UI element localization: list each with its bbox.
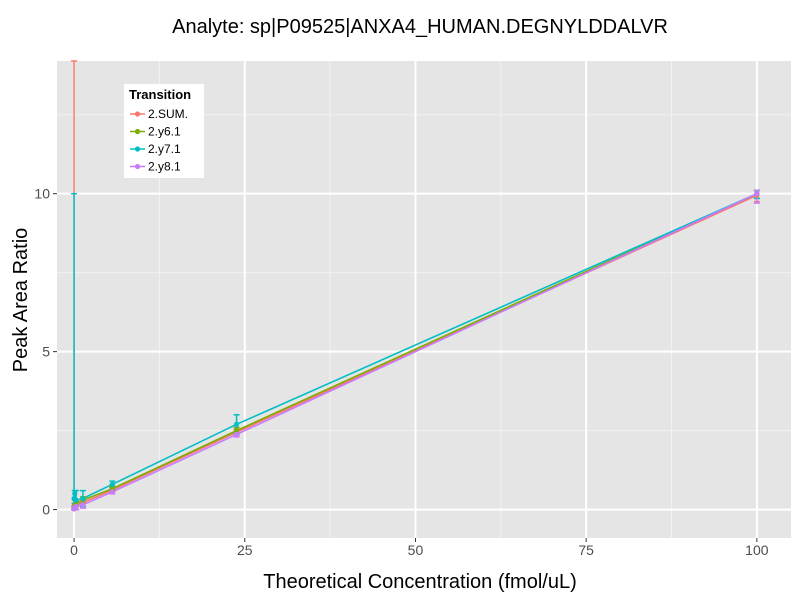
legend-key-point-2-y7-1 <box>134 146 141 152</box>
legend-label-2-y6-1: 2.y6.1 <box>148 125 181 139</box>
legend-label-2-y8-1: 2.y8.1 <box>148 160 181 174</box>
data-point-2-y6-1 <box>233 427 240 434</box>
data-point-2-y8-1 <box>73 503 79 510</box>
data-point-2-y8-1 <box>754 191 760 197</box>
data-point-2-y8-1 <box>80 502 86 508</box>
x-tick-label: 50 <box>408 542 424 558</box>
legend-label-2-y7-1: 2.y7.1 <box>148 142 181 156</box>
y-tick-label: 5 <box>42 344 50 360</box>
legend-key-point-2-y8-1 <box>134 163 141 170</box>
legend: Transition 2.SUM. 2.y6.1 2.y7.1 2.y8.1 <box>124 84 204 178</box>
data-point-2-y7-1 <box>80 495 86 502</box>
x-tick-label: 100 <box>745 542 769 558</box>
y-axis-ticks: 0 5 10 <box>34 186 57 518</box>
legend-title: Transition <box>129 87 191 102</box>
data-point-2-y7-1 <box>109 481 115 487</box>
data-point-2-y7-1 <box>233 421 240 427</box>
legend-items: 2.SUM. 2.y6.1 2.y7.1 2.y8.1 <box>130 107 188 174</box>
x-axis-title: Theoretical Concentration (fmol/uL) <box>263 571 576 593</box>
data-point-2-y7-1 <box>73 497 79 503</box>
x-tick-label: 0 <box>70 542 78 558</box>
x-tick-label: 75 <box>578 542 594 558</box>
data-point-2-y8-1 <box>233 431 240 437</box>
legend-key-point-2-sum <box>134 111 141 117</box>
chart-title: Analyte: sp|P09525|ANXA4_HUMAN.DEGNYLDDA… <box>172 16 668 38</box>
x-tick-label: 25 <box>237 542 253 558</box>
data-points <box>71 191 760 512</box>
y-tick-label: 10 <box>34 186 50 202</box>
data-point-2-y7-1 <box>72 491 78 497</box>
legend-key-point-2-y6-1 <box>134 128 141 135</box>
data-point-2-y8-1 <box>109 489 115 495</box>
y-axis-title: Peak Area Ratio <box>10 228 32 373</box>
x-axis-ticks: 0 25 50 75 100 <box>70 538 769 558</box>
y-tick-label: 0 <box>42 502 50 518</box>
legend-label-2-sum: 2.SUM. <box>148 107 188 121</box>
